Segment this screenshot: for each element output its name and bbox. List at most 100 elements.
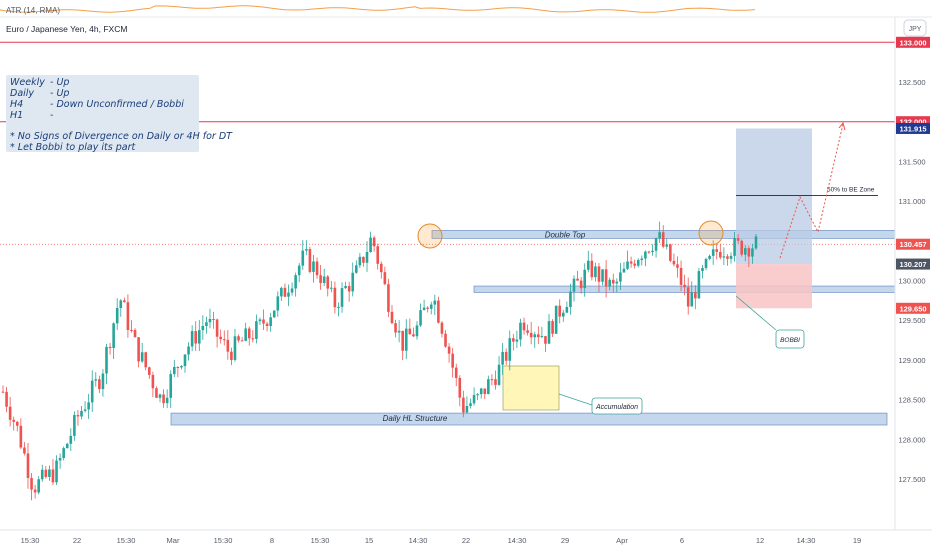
candle-body bbox=[422, 307, 426, 311]
candle-body bbox=[726, 256, 729, 259]
candle-body bbox=[740, 240, 744, 255]
price-tag bbox=[896, 238, 930, 250]
candle-body bbox=[426, 307, 429, 309]
candle-body bbox=[372, 237, 376, 247]
candle-body bbox=[151, 374, 155, 389]
candle-body bbox=[576, 278, 579, 281]
candle-body bbox=[355, 265, 358, 273]
candle-body bbox=[40, 469, 44, 480]
candle-body bbox=[15, 421, 19, 426]
candle-body bbox=[287, 292, 290, 297]
candle-body bbox=[115, 307, 119, 324]
candle-body bbox=[101, 373, 105, 390]
atr-line bbox=[0, 5, 756, 13]
candle-body bbox=[412, 334, 415, 337]
candle-body bbox=[472, 395, 476, 404]
price-tag-label: 131.915 bbox=[899, 124, 926, 133]
candle-body bbox=[176, 367, 180, 369]
candle-body bbox=[112, 323, 115, 349]
candle-body bbox=[51, 469, 55, 483]
candle-body bbox=[711, 249, 715, 256]
candle-body bbox=[180, 366, 183, 368]
symbol-title: Euro / Japanese Yen, 4h, FXCM bbox=[6, 24, 128, 34]
candle-body bbox=[537, 334, 540, 338]
time-tick: 22 bbox=[73, 536, 81, 545]
candle-body bbox=[73, 415, 76, 436]
candle-body bbox=[222, 339, 226, 341]
candle-body bbox=[401, 330, 404, 351]
candle-body bbox=[683, 284, 686, 288]
candle-body bbox=[44, 469, 48, 477]
candle-body bbox=[158, 394, 162, 398]
time-tick: 29 bbox=[561, 536, 569, 545]
candle-body bbox=[437, 300, 440, 323]
candle-body bbox=[515, 339, 519, 342]
candle-body bbox=[694, 292, 697, 299]
double-top-circle-1 bbox=[417, 223, 443, 249]
candle-body bbox=[626, 261, 629, 269]
candle-body bbox=[48, 469, 51, 477]
price-tick: 129.000 bbox=[898, 356, 925, 365]
candle-body bbox=[554, 305, 558, 334]
price-tag-label: 132.000 bbox=[899, 118, 926, 127]
candle-body bbox=[197, 330, 201, 344]
candle-body bbox=[579, 280, 583, 289]
candle-body bbox=[447, 346, 451, 354]
time-tick: 15:30 bbox=[117, 536, 136, 545]
candle-body bbox=[340, 288, 344, 307]
time-tick: 8 bbox=[270, 536, 274, 545]
atr-indicator-label[interactable]: ATR (14, RMA) bbox=[6, 6, 61, 15]
price-tick: 131.500 bbox=[898, 157, 925, 166]
candle-body bbox=[454, 367, 458, 378]
candle-body bbox=[394, 323, 397, 333]
candle-body bbox=[330, 287, 333, 289]
time-tick: 15:30 bbox=[21, 536, 40, 545]
price-tag bbox=[896, 116, 930, 128]
candle-body bbox=[508, 338, 512, 361]
candle-body bbox=[294, 275, 297, 289]
candle-body bbox=[469, 403, 472, 406]
candle-body bbox=[251, 338, 255, 340]
candle-body bbox=[290, 288, 294, 293]
candle-body bbox=[8, 406, 12, 420]
candle-body bbox=[272, 310, 276, 318]
candle-body bbox=[172, 367, 176, 375]
price-tick: 129.500 bbox=[898, 316, 925, 325]
candle-body bbox=[130, 329, 133, 331]
candle-body bbox=[708, 255, 711, 259]
candle-body bbox=[526, 330, 529, 333]
price-tag bbox=[896, 36, 930, 48]
candle-body bbox=[729, 255, 733, 259]
candle-body bbox=[697, 271, 701, 299]
accumulation-label: Accumulation bbox=[595, 404, 638, 411]
candle-body bbox=[679, 267, 683, 285]
candle-body bbox=[37, 479, 40, 493]
note-line-h1: H1- bbox=[10, 110, 54, 121]
candle-body bbox=[347, 286, 351, 292]
candle-body bbox=[715, 249, 719, 252]
candle-body bbox=[215, 319, 219, 337]
candle-body bbox=[183, 354, 187, 367]
candle-body bbox=[87, 402, 90, 410]
candle-body bbox=[504, 351, 508, 361]
candle-body bbox=[551, 321, 554, 334]
candle-body bbox=[440, 322, 444, 334]
candle-body bbox=[262, 319, 265, 324]
candle-body bbox=[379, 263, 383, 273]
candle-body bbox=[58, 457, 62, 461]
analysis-note[interactable]: Weekly - Up Daily - Up H4- Down Unconfirme… bbox=[6, 75, 232, 153]
candle-body bbox=[319, 275, 322, 283]
candle-body bbox=[369, 237, 372, 253]
candle-body bbox=[561, 312, 565, 317]
candle-body bbox=[247, 328, 251, 339]
note-bullet-bobbi: * Let Bobbi to play its part bbox=[10, 142, 136, 153]
candle-body bbox=[633, 263, 636, 266]
candle-body bbox=[408, 328, 412, 335]
candle-body bbox=[137, 337, 140, 362]
candle-body bbox=[390, 311, 394, 324]
candle-body bbox=[69, 435, 73, 444]
candle-body bbox=[661, 232, 665, 247]
candle-body bbox=[208, 318, 212, 323]
time-tick: 6 bbox=[680, 536, 684, 545]
